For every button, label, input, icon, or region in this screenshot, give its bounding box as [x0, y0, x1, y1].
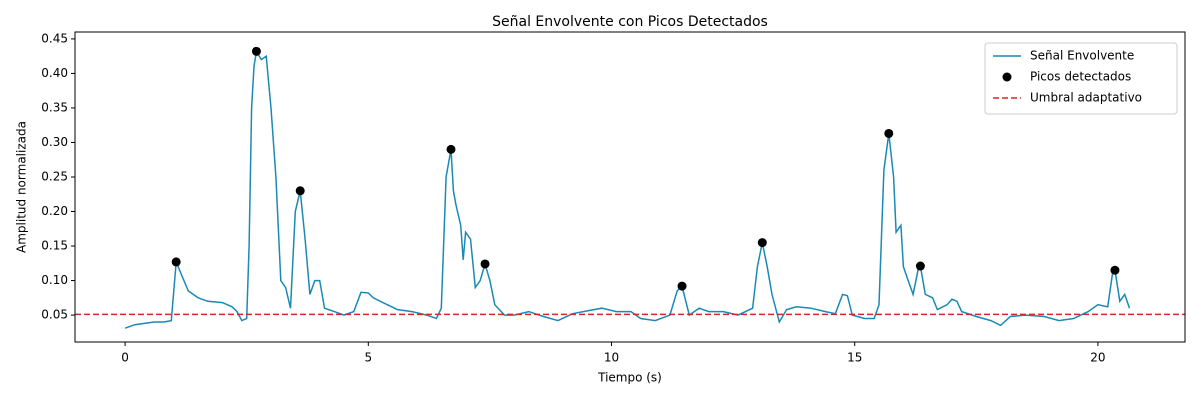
peak-point — [480, 259, 490, 269]
peak-point — [757, 238, 767, 248]
peak-point — [295, 186, 305, 196]
legend-label: Picos detectados — [1030, 70, 1131, 84]
peak-point — [884, 128, 894, 138]
peak-point — [251, 46, 261, 56]
legend-label: Umbral adaptativo — [1030, 91, 1142, 105]
x-tick-label: 20 — [1090, 351, 1105, 365]
y-tick-label: 0.10 — [41, 273, 68, 287]
peak-point — [915, 261, 925, 271]
peak-point — [171, 257, 181, 267]
y-tick-label: 0.45 — [41, 31, 68, 45]
chart-title: Señal Envolvente con Picos Detectados — [492, 14, 768, 30]
y-tick-label: 0.20 — [41, 204, 68, 218]
peak-point — [677, 281, 687, 291]
y-tick-label: 0.15 — [41, 239, 68, 253]
plot-frame — [74, 31, 1186, 343]
y-tick-label: 0.05 — [41, 308, 68, 322]
legend-label: Señal Envolvente — [1030, 49, 1134, 63]
signal-line — [124, 49, 1131, 329]
peak-point — [1110, 265, 1120, 275]
peak-point — [446, 144, 456, 154]
y-tick-label: 0.40 — [41, 66, 68, 80]
y-tick-label: 0.25 — [41, 169, 68, 183]
y-tick-label: 0.30 — [41, 135, 68, 149]
x-tick-label: 5 — [364, 351, 372, 365]
x-tick-label: 15 — [847, 351, 862, 365]
x-tick-label: 0 — [121, 351, 129, 365]
y-tick-label: 0.35 — [41, 100, 68, 114]
x-tick-label: 10 — [604, 351, 619, 365]
y-axis-label: Amplitud normalizada — [15, 121, 29, 253]
legend-box — [984, 42, 1178, 115]
x-axis-label: Tiempo (s) — [597, 371, 662, 385]
legend-swatch — [1002, 72, 1012, 82]
